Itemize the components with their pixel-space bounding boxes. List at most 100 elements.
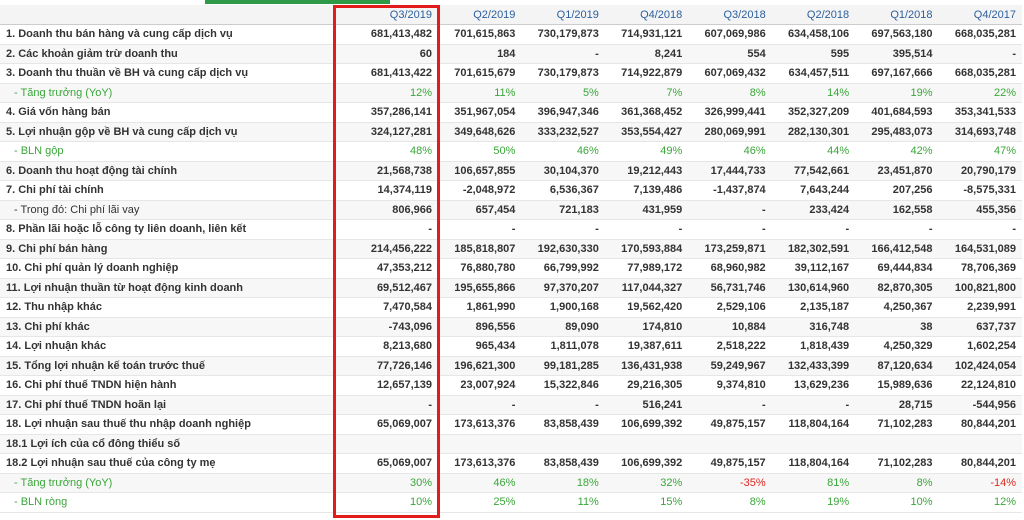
cell: 326,999,441	[688, 102, 772, 123]
cell: -	[521, 219, 605, 240]
row-label: 17. Chi phí thuế TNDN hoãn lại	[0, 395, 338, 415]
cell: 282,130,301	[771, 122, 856, 142]
row-label: 7. Chi phí tài chính	[0, 180, 338, 201]
cell: 46%	[688, 141, 772, 162]
cell: 668,035,281	[938, 24, 1022, 45]
empty-cell	[438, 434, 522, 454]
cell: 77,542,661	[771, 161, 856, 181]
cell: 170,593,884	[604, 239, 689, 259]
cell: 118,804,164	[771, 414, 856, 435]
table-row: 18.2 Lợi nhuận sau thuế của công ty mẹ 65…	[0, 453, 1022, 474]
table-row: 5. Lợi nhuận gộp về BH và cung cấp dịch …	[0, 122, 1022, 142]
cell: -	[771, 219, 856, 240]
table-row: - Tăng trưởng (YoY) 30% 46% 18% 32% -35% 81% 8%…	[0, 473, 1022, 493]
cell: 8,241	[604, 44, 689, 64]
cell: 12%	[338, 83, 438, 103]
row-label: 18.2 Lợi nhuận sau thuế của công ty mẹ	[0, 453, 338, 474]
cell: 396,947,346	[521, 102, 605, 123]
row-label: 5. Lợi nhuận gộp về BH và cung cấp dịch …	[0, 122, 338, 142]
cell: 806,966	[338, 200, 438, 220]
cell: 401,684,593	[855, 102, 939, 123]
cell: 65,069,007	[338, 453, 438, 474]
cell: 7,470,584	[338, 297, 438, 318]
cell: 721,183	[521, 200, 605, 220]
cell: 28,715	[855, 395, 939, 415]
cell: 14%	[771, 83, 856, 103]
cell: 12,657,139	[338, 375, 438, 396]
cell: 607,069,432	[688, 63, 772, 84]
cell: 10%	[855, 492, 939, 513]
cell: 97,370,207	[521, 278, 605, 298]
cell: 965,434	[438, 336, 522, 357]
cell: 8,213,680	[338, 336, 438, 357]
cell: 714,931,121	[604, 24, 689, 45]
table-row: 13. Chi phí khác -743,096 896,556 89,090 174…	[0, 317, 1022, 337]
cell: 46%	[521, 141, 605, 162]
cell: 195,655,866	[438, 278, 522, 298]
cell: 896,556	[438, 317, 522, 337]
cell: 12%	[938, 492, 1022, 513]
cell: 637,737	[938, 317, 1022, 337]
column-header: Q2/2018	[771, 5, 856, 25]
column-header: Q4/2017	[938, 5, 1022, 25]
cell: 1,811,078	[521, 336, 605, 357]
column-header: Q4/2018	[604, 5, 689, 25]
cell: 295,483,073	[855, 122, 939, 142]
row-label: 8. Phần lãi hoặc lỗ công ty liên doanh, …	[0, 219, 338, 240]
cell: 1,900,168	[521, 297, 605, 318]
row-label: 1. Doanh thu bán hàng và cung cấp dịch v…	[0, 24, 338, 45]
cell: -	[771, 395, 856, 415]
cell: 714,922,879	[604, 63, 689, 84]
cell: 730,179,873	[521, 24, 605, 45]
cell: 4,250,367	[855, 297, 939, 318]
cell: 657,454	[438, 200, 522, 220]
cell: 44%	[771, 141, 856, 162]
cell: -	[938, 44, 1022, 64]
table-row: 3. Doanh thu thuần về BH và cung cấp dịc…	[0, 63, 1022, 84]
column-header: Q1/2019	[521, 5, 605, 25]
cell: 196,621,300	[438, 356, 522, 376]
cell: 455,356	[938, 200, 1022, 220]
table-row: - Trong đó: Chi phí lãi vay 806,966 657,45…	[0, 200, 1022, 220]
cell: 9,374,810	[688, 375, 772, 396]
cell: 17,444,733	[688, 161, 772, 181]
column-header: Q3/2019	[338, 5, 438, 25]
cell: -35%	[688, 473, 772, 493]
table-row: 16. Chi phí thuế TNDN hiện hành 12,657,13…	[0, 375, 1022, 396]
cell: 2,518,222	[688, 336, 772, 357]
cell: 117,044,327	[604, 278, 689, 298]
cell: 81%	[771, 473, 856, 493]
cell: 353,554,427	[604, 122, 689, 142]
column-header: Q2/2019	[438, 5, 522, 25]
row-label: 13. Chi phí khác	[0, 317, 338, 337]
cell: 20,790,179	[938, 161, 1022, 181]
empty-cell	[338, 434, 438, 454]
cell: 233,424	[771, 200, 856, 220]
cell: 23,007,924	[438, 375, 522, 396]
cell: 185,818,807	[438, 239, 522, 259]
cell: 8%	[855, 473, 939, 493]
cell: 46%	[438, 473, 522, 493]
cell: 13,629,236	[771, 375, 856, 396]
cell: 25%	[438, 492, 522, 513]
cell: 214,456,222	[338, 239, 438, 259]
empty-cell	[855, 434, 939, 454]
table-row: 4. Giá vốn hàng bán 357,286,141 351,967,05…	[0, 102, 1022, 123]
cell: 11%	[521, 492, 605, 513]
row-label: 15. Tổng lợi nhuận kế toán trước thuế	[0, 356, 338, 376]
cell: 30%	[338, 473, 438, 493]
cell: 173,259,871	[688, 239, 772, 259]
cell: 333,232,527	[521, 122, 605, 142]
cell: -14%	[938, 473, 1022, 493]
cell: 4,250,329	[855, 336, 939, 357]
cell: -8,575,331	[938, 180, 1022, 201]
cell: 166,412,548	[855, 239, 939, 259]
row-label: 3. Doanh thu thuần về BH và cung cấp dịc…	[0, 63, 338, 84]
cell: 7%	[604, 83, 689, 103]
cell: 7,643,244	[771, 180, 856, 201]
table-row: 15. Tổng lợi nhuận kế toán trước thuế 77,…	[0, 356, 1022, 376]
cell: 8%	[688, 492, 772, 513]
empty-cell	[771, 434, 856, 454]
table-row: - Tăng trưởng (YoY) 12% 11% 5% 7% 8% 14% 19% 22%	[0, 83, 1022, 103]
